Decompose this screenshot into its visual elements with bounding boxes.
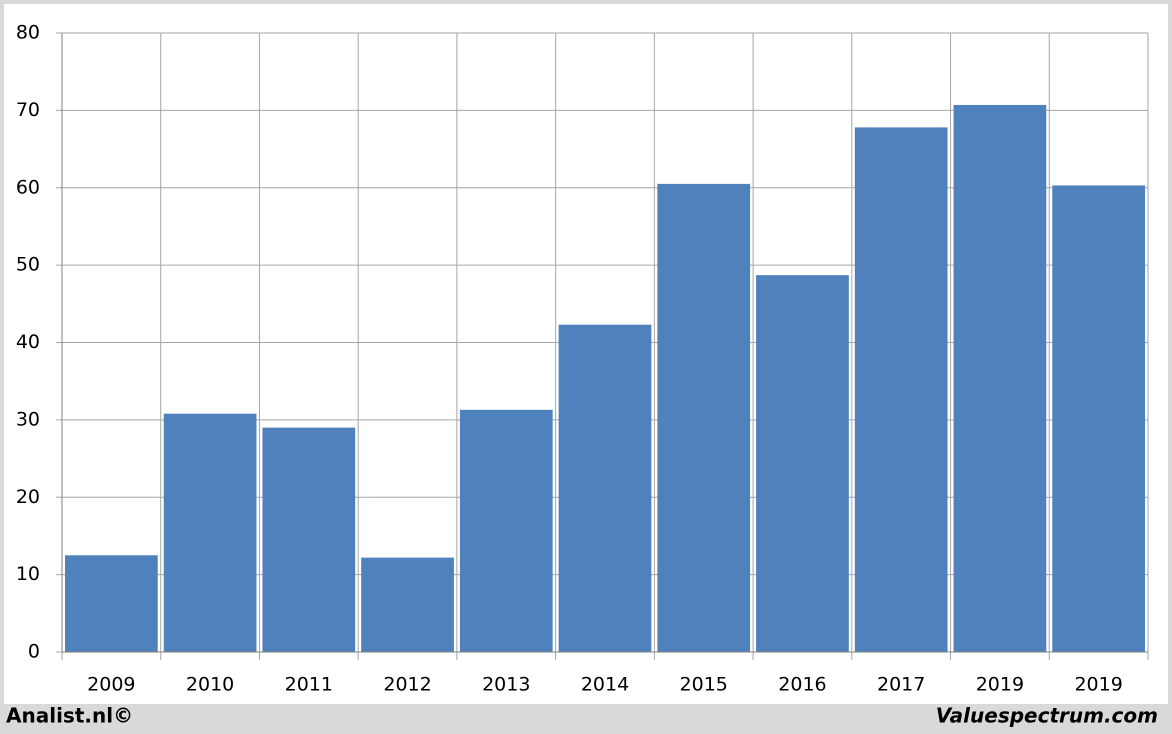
x-tick-label: 2016 xyxy=(778,674,826,696)
bar xyxy=(756,275,849,652)
bar xyxy=(361,557,454,652)
y-tick-label: 80 xyxy=(16,22,40,44)
x-tick-label: 2010 xyxy=(186,674,234,696)
y-tick-label: 30 xyxy=(16,408,40,430)
y-tick-label: 60 xyxy=(16,176,40,198)
credit-left: Analist.nl© xyxy=(6,704,133,728)
x-tick-label: 2017 xyxy=(877,674,925,696)
bar xyxy=(953,104,1047,653)
bar xyxy=(657,183,751,652)
x-tick-label: 2015 xyxy=(680,674,728,696)
x-tick-label: 2014 xyxy=(581,674,629,696)
x-tick-label: 2011 xyxy=(285,674,333,696)
bar xyxy=(459,409,553,652)
bar xyxy=(262,427,356,652)
y-tick-label: 50 xyxy=(16,254,40,276)
bar xyxy=(854,127,948,652)
x-tick-label: 2019 xyxy=(1074,674,1122,696)
bar xyxy=(65,555,158,652)
x-tick-label: 2009 xyxy=(87,674,135,696)
credit-right: Valuespectrum.com xyxy=(936,704,1158,728)
y-tick-label: 40 xyxy=(16,331,40,353)
x-tick-label: 2012 xyxy=(383,674,431,696)
y-tick-label: 70 xyxy=(16,99,40,121)
x-tick-label: 2013 xyxy=(482,674,530,696)
bar xyxy=(558,324,652,652)
y-tick-label: 20 xyxy=(16,486,40,508)
y-tick-label: 10 xyxy=(16,563,40,585)
x-tick-label: 2019 xyxy=(976,674,1024,696)
bar xyxy=(1052,185,1145,652)
bar xyxy=(163,413,257,652)
y-tick-label: 0 xyxy=(28,641,40,663)
